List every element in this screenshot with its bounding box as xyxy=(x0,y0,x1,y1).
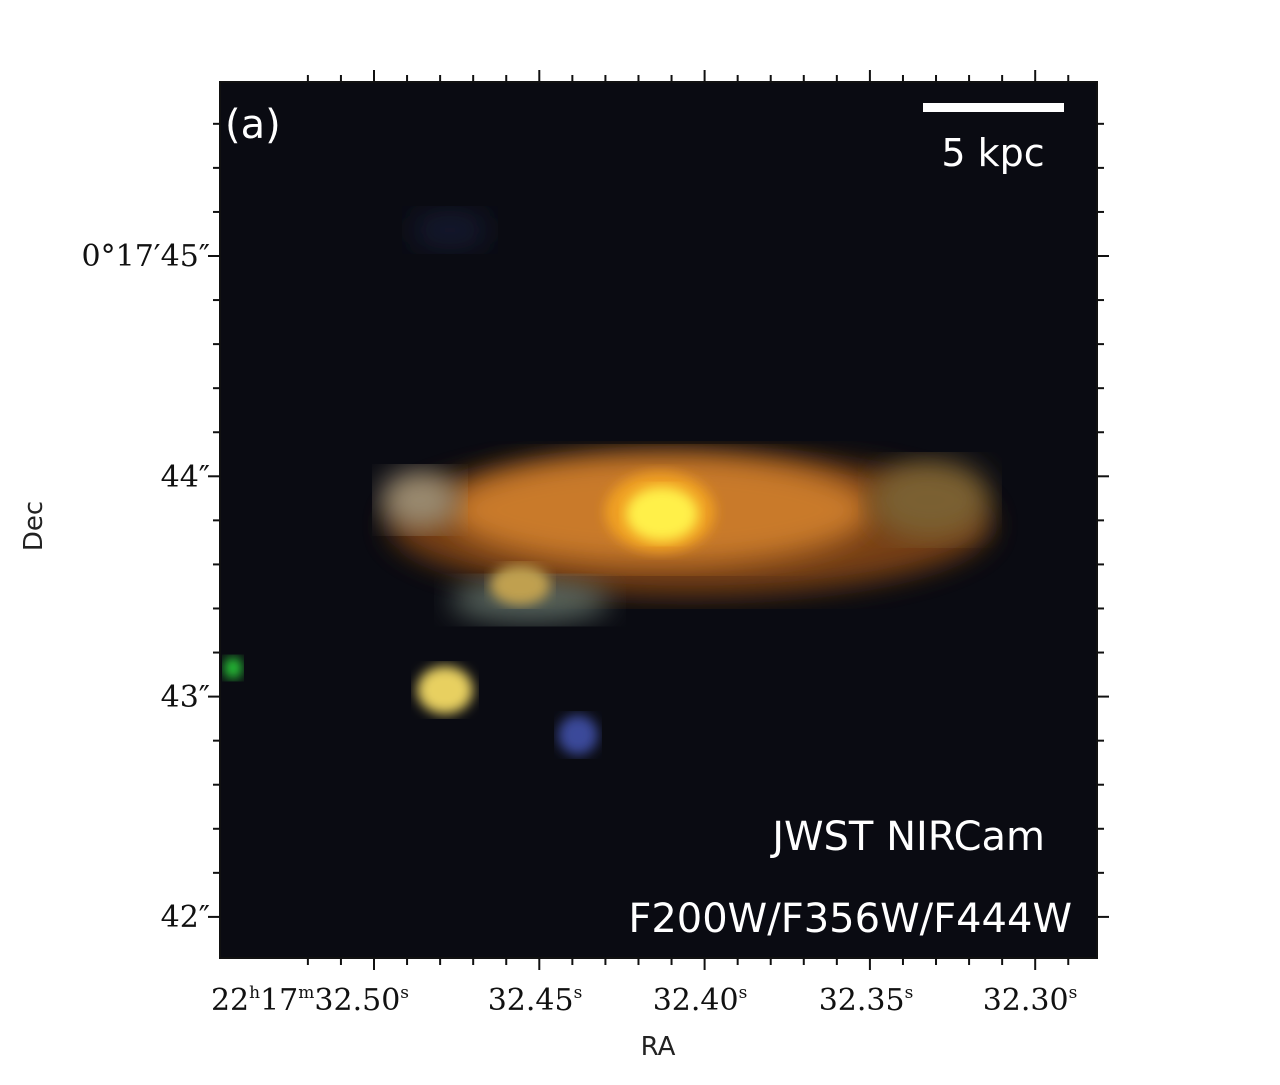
x-tick-label: 32.40s xyxy=(653,983,748,1018)
x-tick-label: 32.30s xyxy=(983,983,1078,1018)
filters-label: F200W/F356W/F444W xyxy=(628,896,1072,942)
x-axis-label: RA xyxy=(641,1032,676,1062)
companion-source xyxy=(417,666,473,714)
y-tick-label: 0°17′45″ xyxy=(82,239,210,274)
scale-bar-label: 5 kpc xyxy=(941,131,1044,175)
galaxy-core xyxy=(626,487,698,541)
x-tick-label: 32.45s xyxy=(488,983,583,1018)
y-tick-label: 44″ xyxy=(161,460,210,495)
y-axis-label: Dec xyxy=(19,501,49,551)
y-tick-label: 42″ xyxy=(161,900,210,935)
x-tick-labels: 22h17m32.50s 32.45s 32.40s 32.35s 32.30s xyxy=(211,983,1077,1018)
panel-label: (a) xyxy=(225,102,281,148)
y-tick-labels: 0°17′45″ 44″ 43″ 42″ xyxy=(82,239,210,935)
nircam-image xyxy=(220,82,1097,958)
blue-source xyxy=(558,715,598,755)
x-tick-label: 22h17m32.50s xyxy=(211,983,409,1018)
axis-ticks xyxy=(208,70,1109,970)
x-tick-label: 32.35s xyxy=(819,983,914,1018)
y-tick-label: 43″ xyxy=(161,680,210,715)
scale-bar xyxy=(923,103,1064,112)
instrument-label: JWST NIRCam xyxy=(769,814,1045,860)
green-source xyxy=(224,657,242,679)
